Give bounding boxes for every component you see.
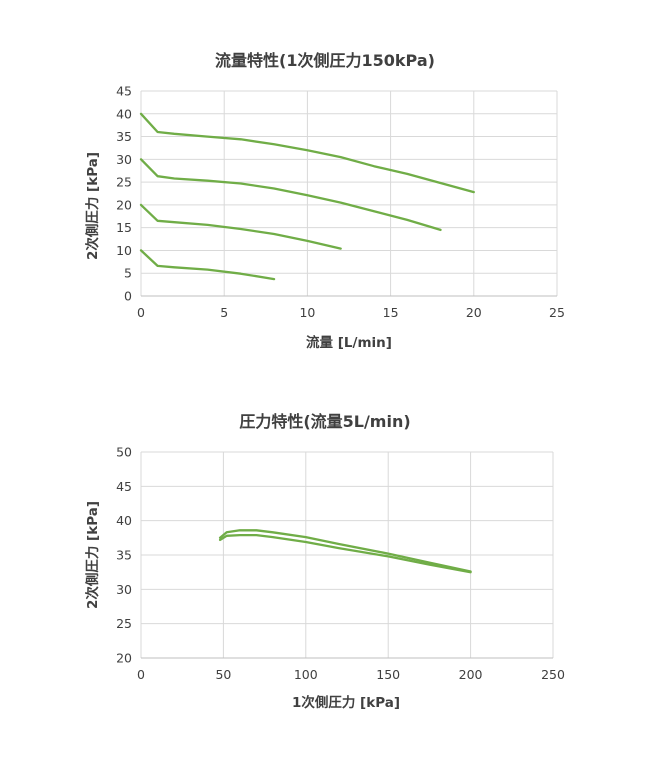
x-tick-label: 20 — [466, 305, 482, 320]
series-layer — [139, 112, 475, 281]
x-tick-label: 150 — [376, 667, 400, 682]
tick-labels: 0 5 10 15 20 25 30 35 40 45 0 5 10 15 20 25 — [116, 84, 565, 321]
x-tick-label: 0 — [137, 667, 145, 682]
y-tick-label: 20 — [116, 197, 132, 212]
series-line-3 — [139, 203, 342, 250]
x-tick-label: 5 — [220, 305, 228, 320]
y-tick-label: 30 — [116, 582, 132, 597]
tick-labels: 20 25 30 35 40 45 50 0 50 100 150 200 250 — [116, 445, 565, 683]
series-line-1 — [218, 529, 472, 573]
y-tick-label: 25 — [116, 616, 132, 631]
y-tick-label: 40 — [116, 106, 132, 121]
y-tick-label: 45 — [116, 84, 132, 99]
x-tick-label: 100 — [294, 667, 318, 682]
x-axis-title: 流量 [L/min] — [306, 334, 392, 351]
x-tick-label: 0 — [137, 305, 145, 320]
x-tick-label: 250 — [541, 667, 565, 682]
grid — [140, 451, 554, 659]
y-tick-label: 15 — [116, 220, 132, 235]
y-tick-label: 0 — [124, 289, 132, 304]
series-line-1 — [139, 112, 475, 194]
series-line-4 — [139, 249, 276, 281]
x-tick-label: 200 — [459, 667, 483, 682]
series-line-2 — [218, 533, 472, 574]
y-tick-label: 20 — [116, 651, 132, 666]
y-tick-label: 40 — [116, 513, 132, 528]
x-tick-label: 15 — [383, 305, 399, 320]
series-layer — [218, 529, 472, 574]
x-tick-label: 25 — [549, 305, 565, 320]
chart-title: 圧力特性(流量5L/min) — [239, 412, 410, 431]
grid — [140, 90, 558, 297]
y-tick-label: 25 — [116, 175, 132, 190]
y-axis-title: 2次側圧力 [kPa] — [84, 152, 101, 260]
y-tick-label: 50 — [116, 445, 132, 460]
y-tick-label: 10 — [116, 243, 132, 258]
y-axis-title: 2次側圧力 [kPa] — [84, 501, 101, 609]
x-tick-label: 50 — [215, 667, 231, 682]
flow-characteristic-chart: 流量特性(1次側圧力150kPa) 0 5 10 15 20 25 30 35 40 45 0 5 10… — [84, 51, 565, 351]
series-line-2 — [139, 158, 442, 232]
y-tick-label: 30 — [116, 152, 132, 167]
x-axis-title: 1次側圧力 [kPa] — [292, 694, 400, 711]
x-tick-label: 10 — [299, 305, 315, 320]
y-tick-label: 45 — [116, 479, 132, 494]
y-tick-label: 35 — [116, 548, 132, 563]
y-tick-label: 5 — [124, 266, 132, 281]
y-tick-label: 35 — [116, 129, 132, 144]
chart-title: 流量特性(1次側圧力150kPa) — [215, 51, 435, 70]
